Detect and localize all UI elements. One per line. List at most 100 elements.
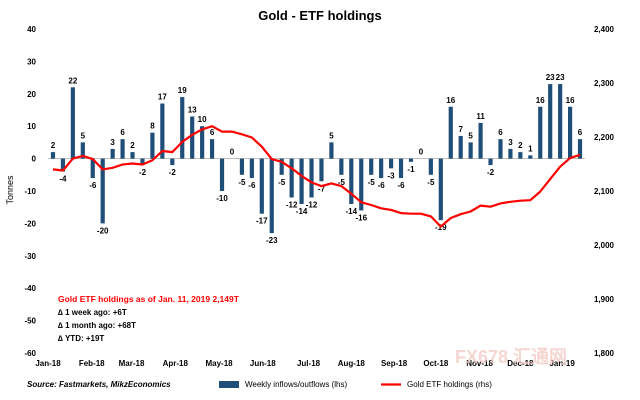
legend-label-line: Gold ETF holdings (rhs) (407, 380, 492, 389)
inflow-bar (428, 158, 433, 175)
inflow-bar (498, 139, 503, 159)
bar-value-label: -14 (296, 207, 308, 216)
bar-value-label: 5 (81, 131, 86, 140)
bar-value-label: 19 (178, 86, 187, 95)
annotation-line-2: ∆ 1 month ago: +68T (58, 321, 136, 330)
inflow-bar (528, 155, 533, 159)
inflow-bar (548, 84, 553, 159)
bar-value-label: 2 (130, 141, 135, 150)
left-axis-ticks: 40 30 20 10 0 -10 -20 -30 -40 -50 -60 (24, 25, 36, 358)
bar-value-label: 0 (230, 148, 235, 157)
bar-value-label: 10 (198, 115, 207, 124)
bar-value-label: -6 (397, 181, 405, 190)
month-label: Jan-19 (549, 359, 575, 368)
right-tick-label: 2,400 (594, 25, 615, 34)
bar-value-label: -5 (427, 178, 435, 187)
left-tick-label: -40 (24, 284, 36, 293)
annotation-headline: Gold ETF holdings as of Jan. 11, 2019 2,… (58, 294, 240, 304)
inflow-bar (538, 106, 543, 159)
bar-value-label: -1 (407, 165, 415, 174)
month-label: Feb-18 (79, 359, 105, 368)
bar-value-label: 5 (329, 131, 334, 140)
bar-value-label: -23 (266, 236, 278, 245)
inflow-bar (180, 97, 185, 159)
inflow-bar (359, 158, 364, 211)
inflow-bar (170, 158, 175, 166)
bar-value-label: 16 (446, 96, 455, 105)
bar-value-label: 16 (566, 96, 575, 105)
left-tick-label: -50 (24, 317, 36, 326)
bar-value-label: 7 (458, 125, 463, 134)
left-tick-label: -10 (24, 187, 36, 196)
inflow-bar (289, 158, 294, 198)
inflow-bar (200, 126, 205, 159)
bar-value-label: 8 (150, 122, 155, 131)
bar-value-label: -2 (487, 168, 495, 177)
left-tick-label: -20 (24, 219, 36, 228)
bar-value-label: 5 (468, 131, 473, 140)
watermark-logo: FX678 汇通网 (455, 347, 567, 367)
inflow-bar (319, 158, 324, 182)
right-tick-label: 1,800 (594, 349, 615, 358)
inflow-bar (388, 158, 394, 169)
inflow-bar (567, 106, 573, 159)
bar-value-label: -6 (89, 181, 97, 190)
inflow-bar (329, 142, 334, 159)
y-axis-label: Tonnes (5, 175, 15, 205)
inflow-bar (518, 152, 523, 159)
inflow-bar (379, 158, 384, 179)
chart-title: Gold - ETF holdings (258, 8, 381, 23)
inflow-bar (438, 158, 443, 221)
right-axis-ticks: 2,400 2,300 2,200 2,100 2,000 1,900 1,800 (594, 25, 615, 358)
bar-value-label: 2 (518, 141, 523, 150)
month-label: Nov-18 (466, 359, 493, 368)
bar-value-label: 3 (508, 138, 513, 147)
inflow-bar (80, 142, 85, 159)
bar-value-label: 0 (419, 148, 424, 157)
inflow-bar (209, 139, 215, 159)
bar-value-label: -20 (97, 226, 109, 235)
bar-value-label: -7 (318, 184, 326, 193)
inflow-bar (458, 135, 463, 159)
inflow-bar (508, 148, 513, 159)
left-tick-label: 10 (27, 122, 36, 131)
inflow-bar (448, 106, 453, 159)
month-label: Mar-18 (119, 359, 145, 368)
inflow-bar (60, 158, 66, 172)
bar-value-label: -17 (256, 217, 268, 226)
inflow-bar (160, 103, 165, 159)
inflow-bar (259, 158, 264, 214)
inflow-bar (488, 158, 493, 166)
inflow-bar (150, 132, 155, 159)
inflow-bar (478, 122, 483, 159)
legend-swatch-bars (219, 381, 239, 388)
right-tick-label: 2,100 (594, 187, 615, 196)
bar-value-label: 1 (528, 144, 533, 153)
bar-value-label: -6 (378, 181, 386, 190)
bar-value-label: -2 (169, 168, 177, 177)
left-tick-label: 0 (32, 155, 37, 164)
right-tick-label: 1,900 (594, 295, 615, 304)
bar-value-label: 16 (536, 96, 545, 105)
month-label: Dec-18 (507, 359, 534, 368)
bar-value-label: -14 (346, 207, 358, 216)
bar-value-label: 23 (546, 73, 555, 82)
annotation-line-1: ∆ 1 week ago: +6T (58, 308, 127, 317)
bar-value-label: 17 (158, 93, 167, 102)
inflow-bar (249, 158, 254, 179)
inflow-bar (120, 139, 125, 159)
inflow-bar (130, 152, 135, 159)
bar-value-label: 23 (556, 73, 565, 82)
left-tick-label: -30 (24, 252, 36, 261)
inflow-bar (369, 158, 374, 175)
source-note: Source: Fastmarkets, MikzEconomics (27, 380, 171, 389)
inflow-bar (468, 142, 473, 159)
inflow-bar (50, 152, 56, 159)
bar-value-label: -3 (388, 171, 396, 180)
inflow-bar (349, 158, 354, 204)
month-label: Apr-18 (163, 359, 189, 368)
inflow-bar (339, 158, 344, 175)
inflow-bar (219, 158, 225, 191)
inflow-bar (140, 158, 145, 166)
